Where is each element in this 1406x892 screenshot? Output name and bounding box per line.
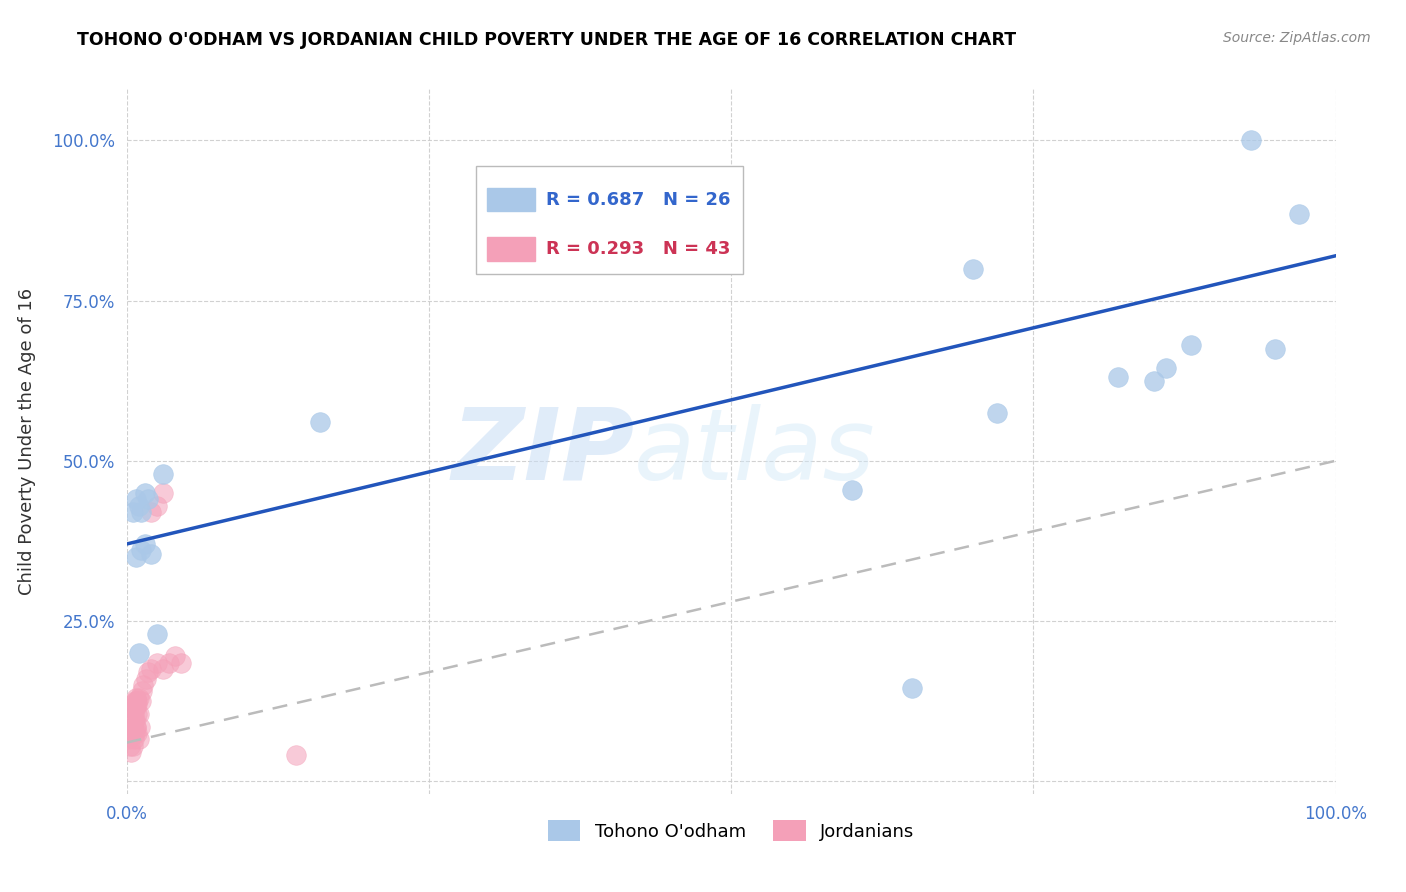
Point [127,694,149,708]
Point [284,748,307,763]
Point [163,649,186,664]
Text: atlas: atlas [634,403,876,500]
Point [152,485,174,500]
Point [1143,374,1166,388]
Point [1107,370,1129,384]
Point [170,656,193,670]
Point [124,713,146,727]
Point [128,499,150,513]
Point [309,415,332,429]
Point [129,694,152,708]
Point [1264,342,1286,356]
Point [901,681,924,696]
Point [962,261,984,276]
Text: TOHONO O'ODHAM VS JORDANIAN CHILD POVERTY UNDER THE AGE OF 16 CORRELATION CHART: TOHONO O'ODHAM VS JORDANIAN CHILD POVERT… [77,31,1017,49]
Point [129,505,152,519]
Point [139,505,162,519]
Point [128,720,150,734]
Point [124,726,146,740]
Point [125,492,148,507]
Point [122,700,145,714]
Point [128,646,150,660]
Point [125,720,148,734]
Y-axis label: Child Poverty Under the Age of 16: Child Poverty Under the Age of 16 [18,288,35,595]
Text: Source: ZipAtlas.com: Source: ZipAtlas.com [1223,31,1371,45]
Point [127,706,149,721]
Point [152,662,174,676]
Point [152,467,174,481]
Point [478,211,501,225]
Point [132,678,155,692]
Point [122,713,145,727]
Point [128,706,150,721]
Point [124,694,146,708]
Point [146,499,169,513]
Point [122,706,145,721]
Point [120,745,142,759]
Point [120,739,142,753]
Point [122,732,145,747]
Text: ZIP: ZIP [451,403,634,500]
Point [134,537,156,551]
Point [986,406,1008,420]
Bar [486,237,536,261]
Point [125,690,148,705]
Point [118,732,141,747]
Point [125,549,148,564]
Text: R = 0.687   N = 26: R = 0.687 N = 26 [546,191,730,209]
Point [121,720,143,734]
Point [125,694,148,708]
Point [146,626,169,640]
Point [146,656,169,670]
Point [135,672,157,686]
Point [124,700,146,714]
Point [139,662,162,676]
Point [127,726,149,740]
Point [125,700,148,714]
Point [134,485,156,500]
Point [841,483,863,497]
Point [120,726,142,740]
Point [129,543,152,558]
FancyBboxPatch shape [477,166,742,274]
Point [121,505,143,519]
Point [121,713,143,727]
Point [131,684,153,698]
Point [136,492,159,507]
Point [121,739,143,753]
Point [128,690,150,705]
Text: R = 0.293   N = 43: R = 0.293 N = 43 [546,240,730,258]
Point [157,656,180,670]
Point [128,732,150,747]
Point [127,697,149,711]
Point [1180,338,1202,352]
Point [125,720,148,734]
Point [139,547,162,561]
Legend: Tohono O'odham, Jordanians: Tohono O'odham, Jordanians [541,813,921,848]
Point [1156,360,1178,375]
Point [1288,207,1310,221]
Bar [486,187,536,211]
Point [1240,133,1263,147]
Point [136,665,159,680]
